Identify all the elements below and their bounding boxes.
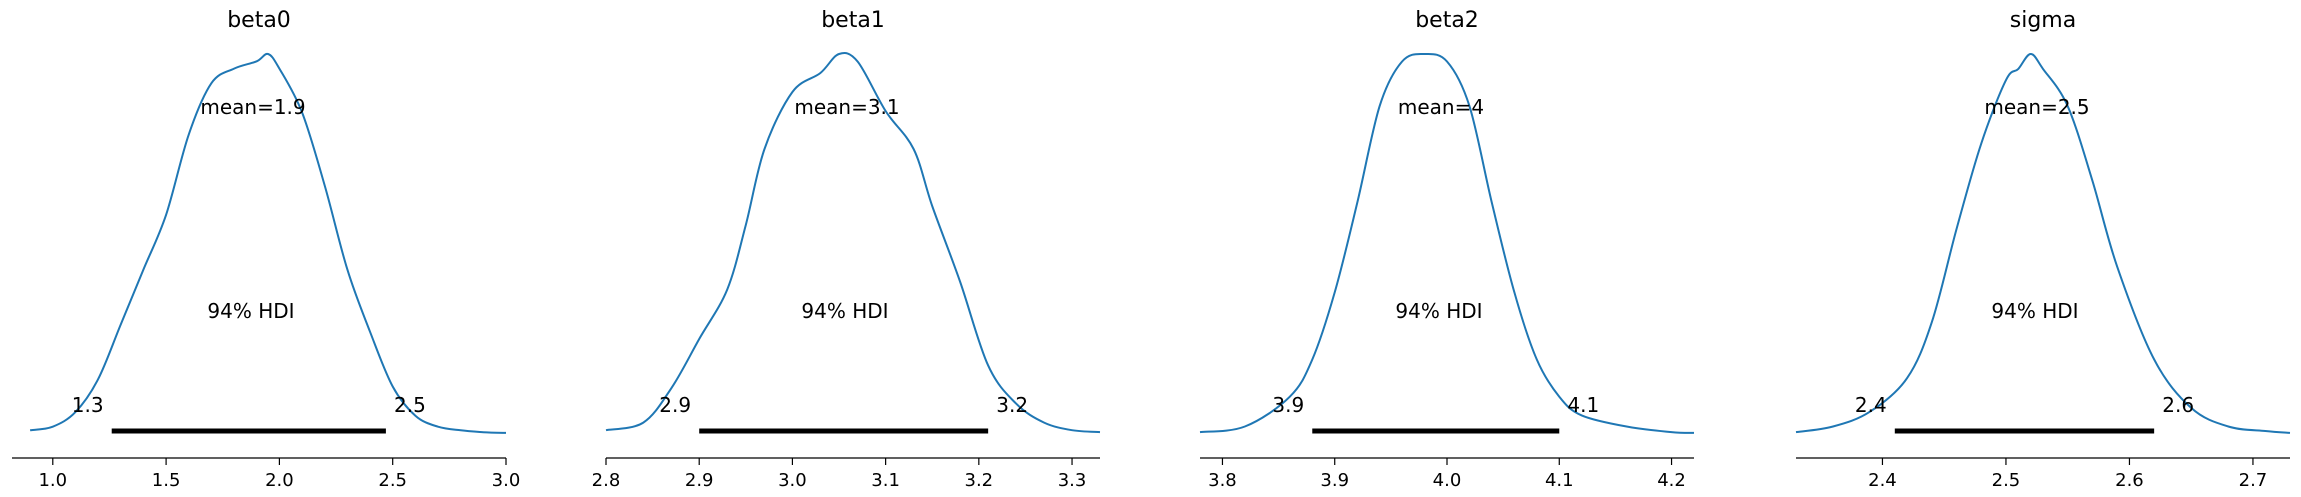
hdi-high-label: 4.1	[1567, 393, 1599, 417]
hdi-label: 94% HDI	[1395, 299, 1482, 323]
hdi-low-label: 2.4	[1855, 393, 1887, 417]
x-tick-label: 3.3	[1058, 470, 1087, 491]
x-tick-label: 3.2	[965, 470, 994, 491]
density-curve	[605, 52, 1101, 434]
density-curve	[1199, 52, 1695, 434]
x-tick-label: 4.2	[1657, 470, 1686, 491]
panel-sigma: sigma mean=2.5 94% HDI 2.4 2.6 2.4 2.5 2.6 2.7	[1795, 8, 2291, 491]
x-tick-label: 2.8	[592, 470, 621, 491]
hdi-high-label: 2.5	[394, 393, 426, 417]
density-curve	[29, 52, 507, 434]
x-tick-label: 3.9	[1320, 470, 1349, 491]
x-tick-label: 2.5	[1992, 470, 2021, 491]
hdi-label: 94% HDI	[207, 299, 294, 323]
x-tick-label: 2.0	[265, 470, 294, 491]
mean-label: mean=3.1	[794, 95, 899, 119]
x-tick-label: 3.1	[871, 470, 900, 491]
hdi-low-label: 3.9	[1272, 393, 1304, 417]
density-curve	[1795, 52, 2291, 434]
hdi-label: 94% HDI	[1991, 299, 2078, 323]
x-tick-label: 2.7	[2239, 470, 2268, 491]
panel-title: sigma	[2010, 8, 2076, 33]
x-tick-label: 2.9	[685, 470, 714, 491]
x-tick-label: 2.4	[1868, 470, 1897, 491]
panel-title: beta2	[1415, 8, 1479, 33]
x-tick-label: 2.5	[378, 470, 407, 491]
mean-label: mean=4	[1398, 95, 1484, 119]
panel-beta1: beta1 mean=3.1 94% HDI 2.9 3.2 2.8 2.9 3.0 3.1 3.…	[592, 8, 1101, 491]
x-tick-label: 4.0	[1433, 470, 1462, 491]
x-tick-label: 3.0	[492, 470, 521, 491]
hdi-low-label: 2.9	[659, 393, 691, 417]
x-tick-label: 1.5	[152, 470, 181, 491]
x-tick-label: 1.0	[38, 470, 67, 491]
mean-label: mean=2.5	[1984, 95, 2089, 119]
panel-beta0: beta0 mean=1.9 94% HDI 1.3 2.5 1.0 1.5 2.0 2.5 3.…	[12, 8, 520, 491]
panel-beta2: beta2 mean=4 94% HDI 3.9 4.1 3.8 3.9 4.0 4.1 4.2	[1199, 8, 1695, 491]
x-tick-label: 3.0	[778, 470, 807, 491]
hdi-high-label: 3.2	[996, 393, 1028, 417]
panel-title: beta0	[227, 8, 291, 33]
hdi-low-label: 1.3	[72, 393, 104, 417]
x-tick-label: 2.6	[2115, 470, 2144, 491]
hdi-high-label: 2.6	[2162, 393, 2194, 417]
hdi-label: 94% HDI	[801, 299, 888, 323]
x-tick-label: 4.1	[1545, 470, 1574, 491]
mean-label: mean=1.9	[200, 95, 305, 119]
x-tick-label: 3.8	[1208, 470, 1237, 491]
panel-title: beta1	[821, 8, 885, 33]
